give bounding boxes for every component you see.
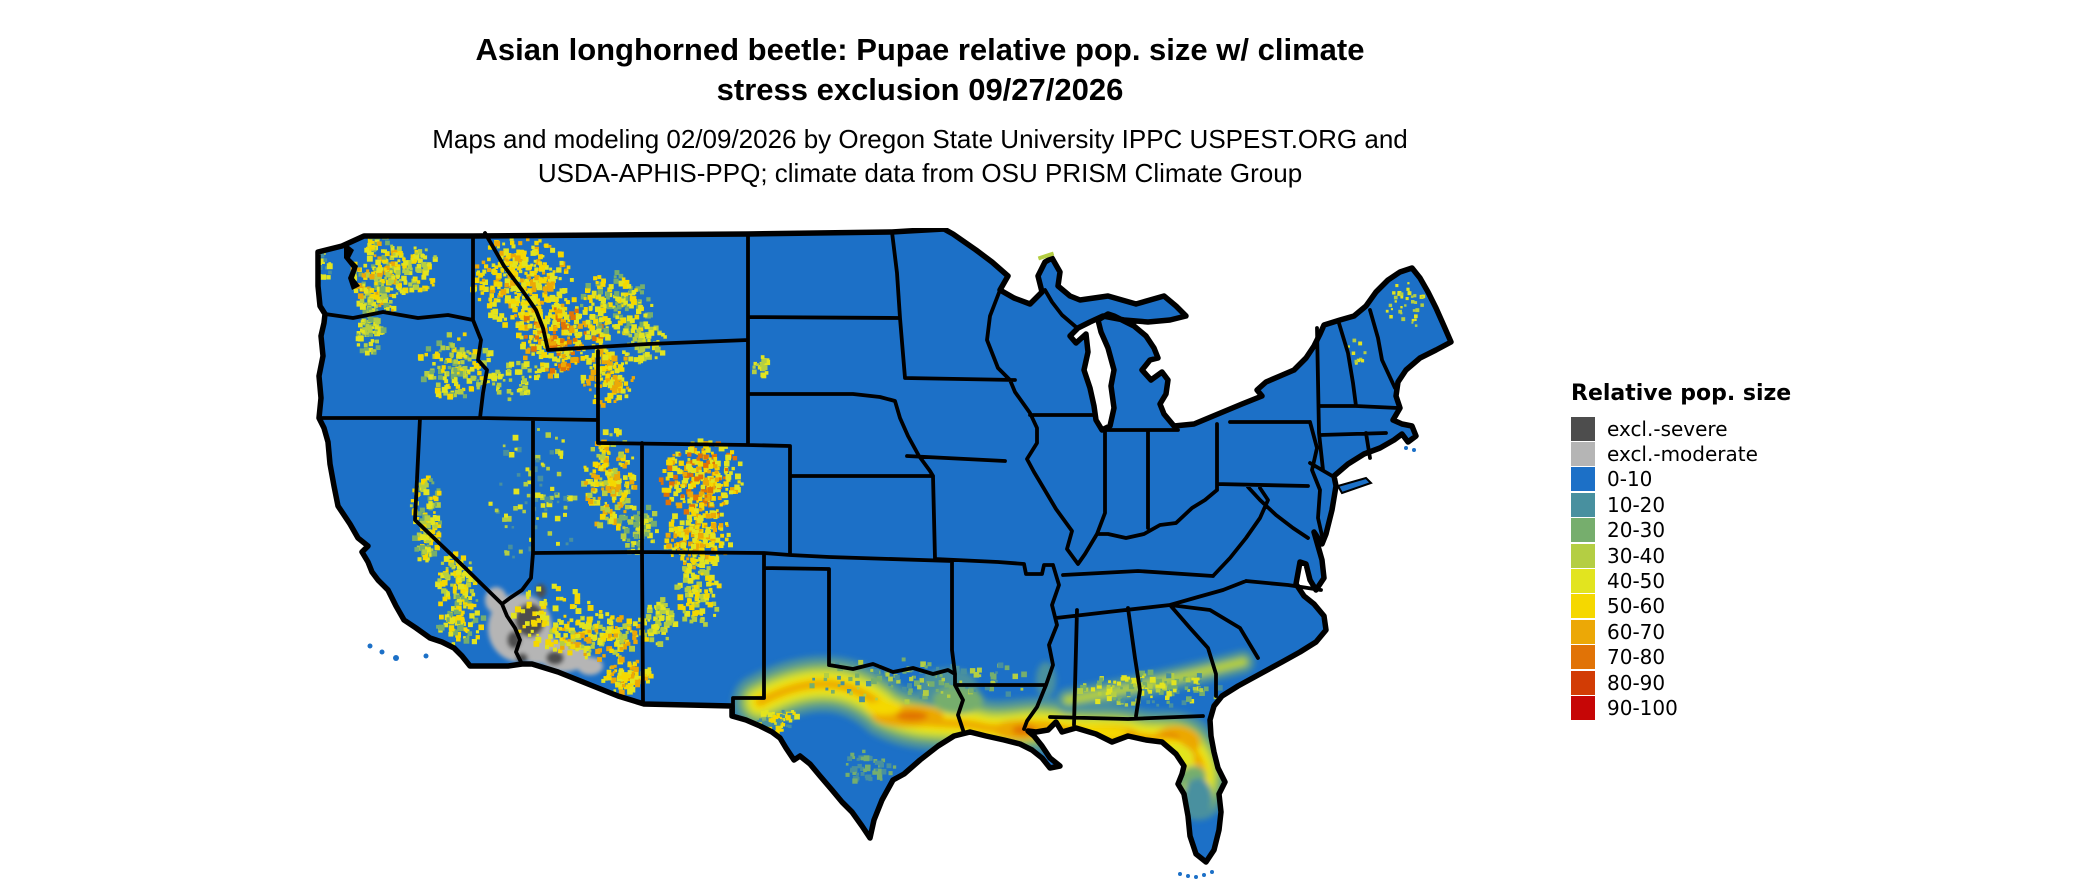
legend: Relative pop. size excl.-severe excl.-mod…	[1571, 381, 1871, 721]
florida-keys	[1194, 875, 1198, 879]
legend-item: 90-100	[1571, 695, 1871, 720]
us-outline	[315, 226, 1454, 865]
legend-swatch	[1571, 416, 1595, 441]
legend-item: excl.-severe	[1571, 416, 1871, 441]
cape-cod-island	[1404, 446, 1408, 450]
us-map	[308, 226, 1554, 892]
legend-label: 60-70	[1607, 619, 1666, 644]
legend-title: Relative pop. size	[1571, 381, 1792, 406]
legend-item: 60-70	[1571, 619, 1871, 644]
legend-label: 90-100	[1607, 695, 1678, 720]
florida-keys	[1210, 870, 1214, 874]
legend-label: 20-30	[1607, 518, 1666, 543]
state-borders	[317, 230, 1400, 735]
legend-swatch	[1571, 670, 1595, 695]
legend-item: 80-90	[1571, 670, 1871, 695]
legend-swatch	[1571, 569, 1595, 594]
legend-label: 80-90	[1607, 670, 1666, 695]
title-line-2: stress exclusion 09/27/2026	[716, 72, 1124, 107]
legend-item: 30-40	[1571, 543, 1871, 568]
channel-island	[367, 643, 373, 649]
channel-island	[423, 653, 429, 659]
legend-label: 50-60	[1607, 594, 1666, 619]
page-title: Asian longhorned beetle: Pupae relative …	[0, 30, 1840, 110]
puget-sound	[344, 242, 360, 290]
legend-swatch	[1571, 645, 1595, 670]
isle-royale	[1037, 251, 1055, 261]
legend-item: 20-30	[1571, 518, 1871, 543]
legend-item: 40-50	[1571, 568, 1871, 594]
legend-label: 0-10	[1607, 467, 1653, 492]
legend-rows: excl.-severe excl.-moderate 0-10 10-20 20-30…	[1571, 416, 1871, 721]
legend-swatch	[1571, 492, 1595, 517]
subtitle-line-2: USDA-APHIS-PPQ; climate data from OSU PR…	[537, 158, 1303, 188]
channel-island	[393, 655, 399, 661]
legend-item: 50-60	[1571, 594, 1871, 619]
channel-island	[379, 649, 385, 655]
legend-swatch	[1571, 442, 1595, 467]
legend-swatch	[1571, 594, 1595, 619]
legend-label: 30-40	[1607, 543, 1666, 568]
legend-item: 70-80	[1571, 645, 1871, 670]
legend-label: 70-80	[1607, 645, 1666, 670]
legend-swatch	[1571, 467, 1595, 492]
map-subtitle: Maps and modeling 02/09/2026 by Oregon S…	[0, 122, 1840, 190]
florida-keys	[1186, 874, 1190, 878]
legend-swatch	[1571, 619, 1595, 644]
legend-label: 10-20	[1607, 492, 1666, 517]
legend-label: 40-50	[1607, 569, 1666, 594]
legend-swatch	[1571, 543, 1595, 568]
florida-keys	[1202, 873, 1206, 877]
legend-swatch	[1571, 695, 1595, 720]
subtitle-line-1: Maps and modeling 02/09/2026 by Oregon S…	[432, 124, 1408, 154]
legend-item: excl.-moderate	[1571, 441, 1871, 467]
legend-label: excl.-severe	[1607, 416, 1728, 441]
us-map-raster	[315, 226, 1454, 879]
legend-swatch	[1571, 518, 1595, 543]
title-line-1: Asian longhorned beetle: Pupae relative …	[475, 32, 1365, 67]
land-base	[318, 229, 1451, 862]
legend-item: 0-10	[1571, 467, 1871, 492]
cape-cod-island	[1412, 448, 1416, 452]
long-island	[1336, 476, 1373, 495]
legend-item: 10-20	[1571, 492, 1871, 517]
legend-label: excl.-moderate	[1607, 442, 1758, 467]
florida-keys	[1178, 872, 1182, 876]
